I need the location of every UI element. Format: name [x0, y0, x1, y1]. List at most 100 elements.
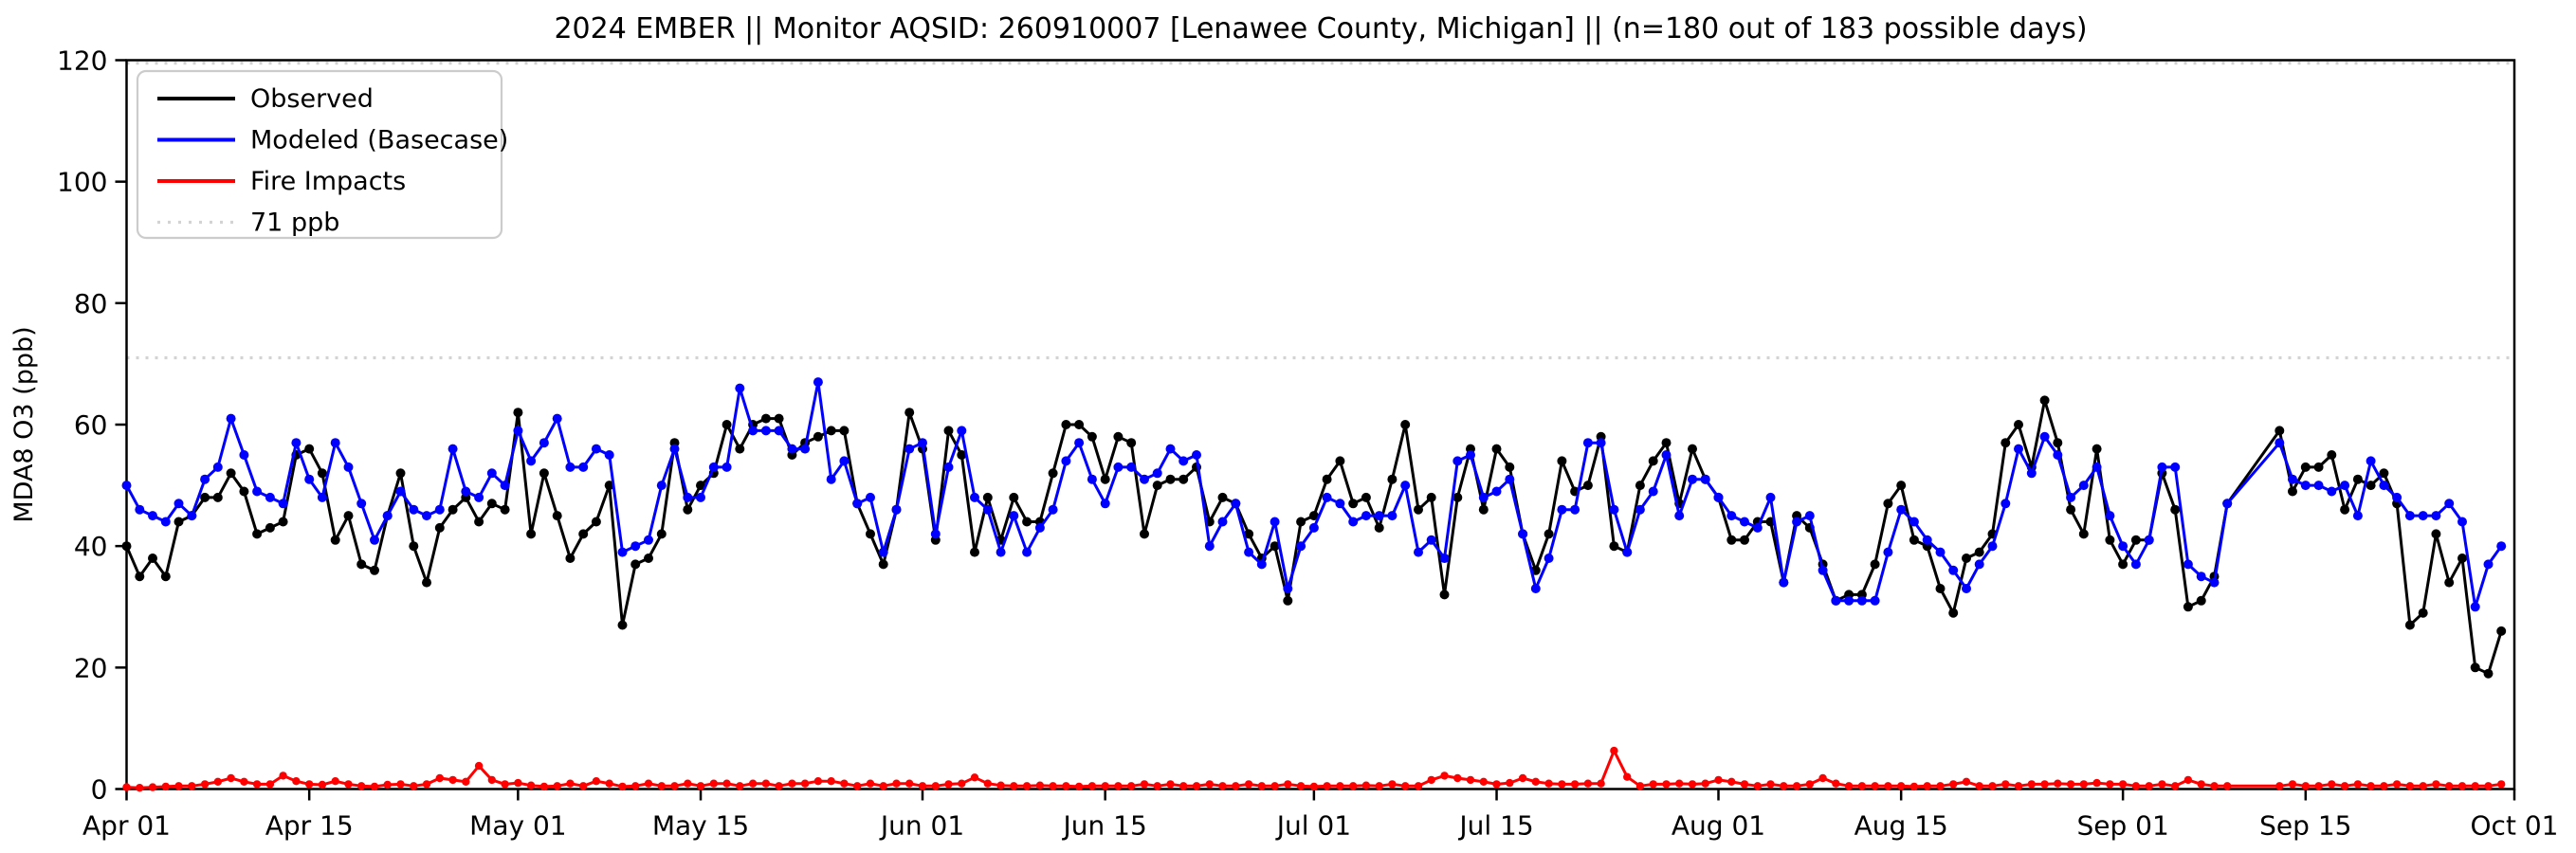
legend-label: Observed: [250, 84, 374, 114]
series-marker: [2313, 462, 2324, 472]
series-marker: [552, 511, 562, 521]
series-marker: [983, 779, 993, 788]
series-marker: [617, 620, 628, 630]
series-marker: [514, 778, 522, 788]
series-marker: [2039, 431, 2050, 442]
series-marker: [121, 541, 132, 552]
series-marker: [305, 780, 314, 789]
series-marker: [2483, 668, 2494, 679]
series-marker: [1713, 492, 1724, 502]
series-marker: [200, 492, 210, 502]
series-marker: [591, 517, 601, 527]
series-marker: [227, 773, 235, 783]
series-marker: [970, 492, 979, 502]
series-marker: [2288, 474, 2297, 484]
series-marker: [1296, 541, 1306, 552]
series-marker: [1661, 450, 1672, 460]
series-marker: [957, 426, 967, 436]
series-marker: [2352, 474, 2363, 484]
series-marker: [1270, 517, 1280, 527]
series-marker: [656, 529, 667, 539]
series-marker: [2092, 462, 2102, 472]
series-marker: [1178, 456, 1189, 466]
series-marker: [1400, 481, 1411, 491]
series-marker: [317, 468, 327, 479]
series-marker: [696, 782, 705, 790]
series-marker: [1453, 773, 1462, 783]
series-marker: [709, 779, 718, 788]
series-marker: [2340, 504, 2350, 515]
series-marker: [1205, 780, 1215, 789]
series-marker: [1582, 481, 1593, 491]
series-marker: [853, 782, 862, 790]
series-marker: [187, 511, 197, 521]
series-marker: [2039, 395, 2050, 406]
series-marker: [174, 782, 183, 790]
series-marker: [1557, 504, 1567, 515]
series-marker: [135, 572, 145, 582]
series-marker: [2001, 438, 2011, 448]
series-marker: [2066, 492, 2076, 502]
series-marker: [2484, 782, 2493, 790]
series-marker: [1009, 511, 1019, 521]
series-marker: [2457, 517, 2467, 527]
series-marker: [370, 782, 379, 791]
series-marker: [1530, 584, 1541, 593]
series-marker: [1478, 492, 1489, 502]
series-marker: [657, 782, 666, 790]
series-marker: [1544, 779, 1553, 788]
series-marker: [2144, 535, 2154, 545]
series-marker: [474, 761, 484, 771]
series-marker: [1557, 456, 1567, 466]
series-marker: [604, 450, 614, 460]
series-marker: [1635, 504, 1645, 515]
series-marker: [486, 499, 497, 509]
series-marker: [1805, 780, 1815, 789]
series-marker: [2497, 780, 2506, 789]
series-marker: [2118, 559, 2128, 570]
series-marker: [474, 517, 484, 527]
series-marker: [813, 377, 823, 388]
series-marker: [1726, 511, 1737, 521]
x-tick-label: Aug 01: [1672, 810, 1765, 842]
series-marker: [944, 780, 953, 789]
series-marker: [1935, 547, 1946, 557]
series-marker: [736, 782, 744, 790]
series-marker: [239, 486, 249, 497]
series-marker: [1388, 780, 1397, 789]
series-marker: [592, 777, 601, 786]
series-marker: [1857, 782, 1867, 790]
series-marker: [500, 481, 510, 491]
series-marker: [2130, 535, 2141, 545]
series-marker: [1478, 504, 1489, 515]
series-marker: [539, 782, 549, 791]
series-marker: [788, 779, 796, 788]
series-marker: [1544, 554, 1554, 563]
series-marker: [434, 522, 445, 533]
series-marker: [1648, 456, 1658, 466]
series-marker: [2183, 775, 2193, 785]
series-marker: [552, 413, 562, 424]
series-marker: [1531, 777, 1541, 786]
series-marker: [656, 481, 667, 491]
series-marker: [578, 529, 589, 539]
series-marker: [160, 517, 171, 527]
chart-title: 2024 EMBER || Monitor AQSID: 260910007 […: [554, 12, 2087, 45]
series-marker: [760, 413, 771, 424]
series-marker: [1765, 492, 1776, 502]
series-marker: [1232, 782, 1240, 790]
series-marker: [2431, 529, 2441, 539]
series-marker: [2106, 780, 2114, 789]
x-tick-label: Jul 01: [1275, 810, 1351, 842]
series-marker: [409, 504, 419, 515]
series-marker: [970, 773, 979, 782]
series-marker: [279, 771, 287, 780]
series-marker: [748, 779, 758, 788]
series-marker: [1323, 782, 1331, 790]
x-tick-label: Sep 01: [2076, 810, 2168, 842]
x-tick-label: May 15: [652, 810, 749, 842]
series-marker: [605, 779, 613, 788]
series-marker: [839, 456, 850, 466]
